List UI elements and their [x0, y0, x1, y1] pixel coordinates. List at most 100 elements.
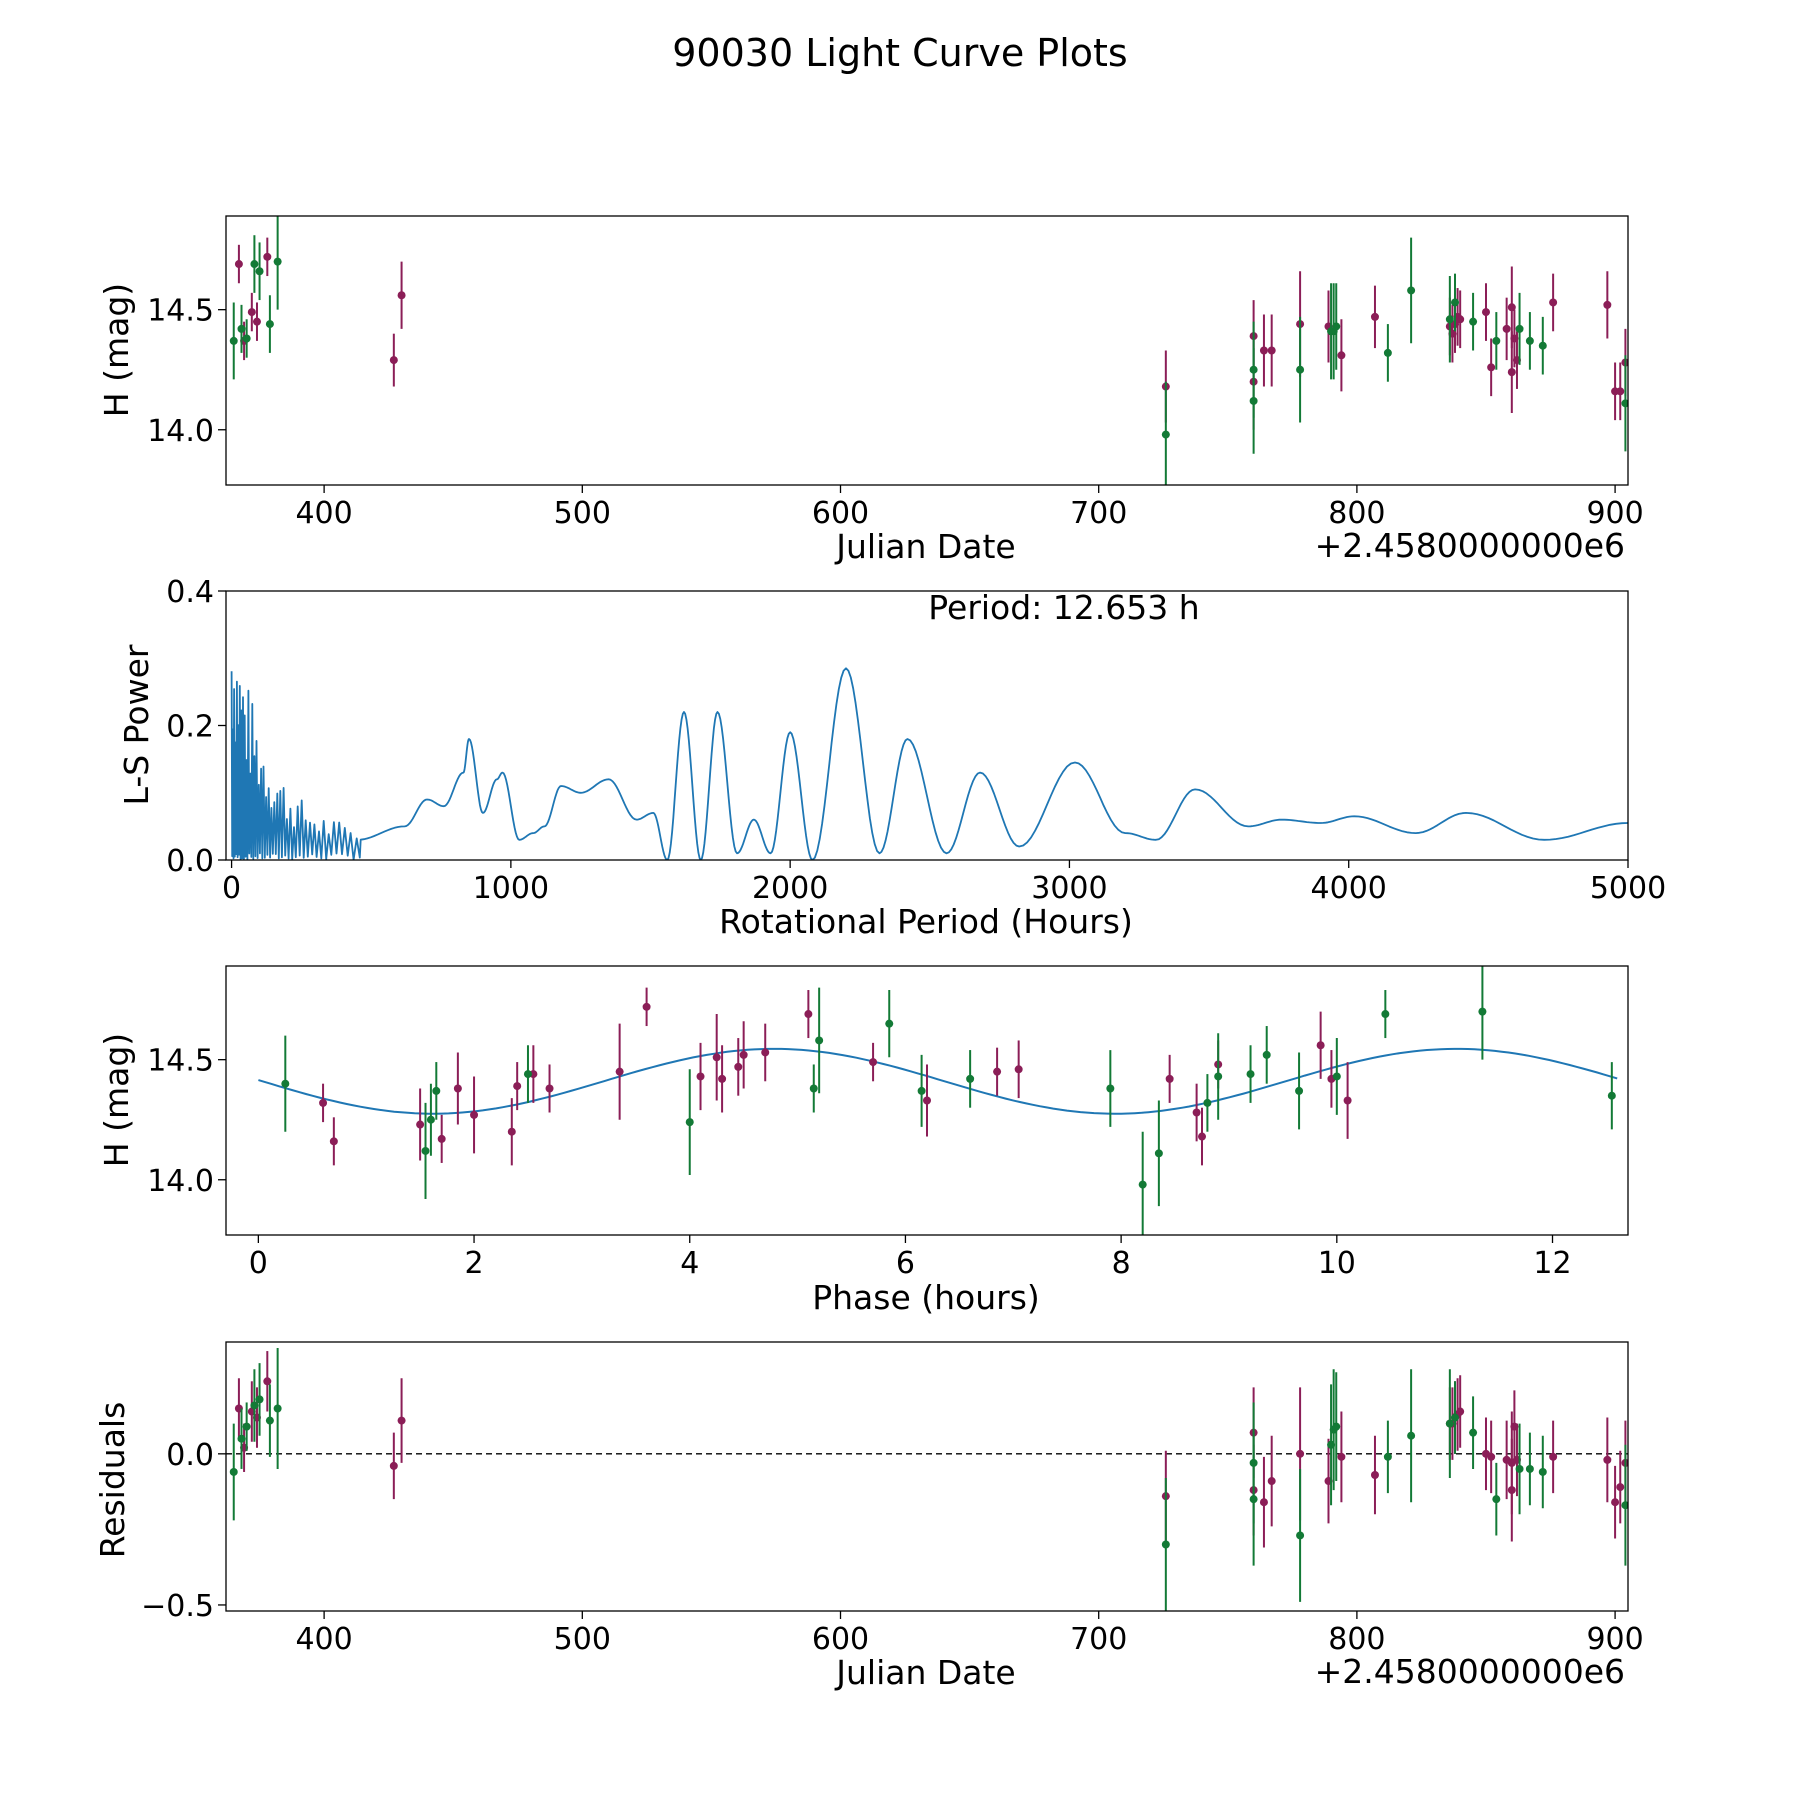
phased-data-point	[1262, 1050, 1271, 1059]
phased-data-point	[1165, 1074, 1174, 1083]
lightcurve-data-point	[1296, 365, 1305, 374]
phased-plot-area	[258, 966, 1618, 1235]
lightcurve-data-point	[1492, 336, 1501, 345]
lightcurve-ytick-label: 14.0	[147, 414, 214, 449]
periodogram-line	[230, 667, 1628, 860]
phased-data-point	[1203, 1098, 1212, 1107]
lightcurve-data-point	[1481, 308, 1490, 317]
phased-data-point	[1316, 1041, 1325, 1050]
lightcurve-xtick-label: 600	[812, 496, 869, 531]
residuals-data-point	[1538, 1467, 1547, 1476]
phased-axes-frame	[225, 965, 1629, 1236]
residuals-data-point	[1296, 1531, 1305, 1540]
lightcurve-data-point	[250, 260, 259, 269]
lightcurve-marks	[229, 216, 1628, 485]
lightcurve-xtick-label: 700	[1070, 496, 1127, 531]
residuals-xtick-label: 600	[812, 1622, 869, 1657]
periodogram-ticks: 0 1000 2000 3000 4000 5000 0.0 0.2 0.4	[166, 575, 1666, 906]
periodogram-plot-area	[230, 667, 1628, 860]
lightcurve-data-point	[1161, 430, 1170, 439]
residuals-data-point	[255, 1395, 264, 1404]
lightcurve-data-point	[234, 260, 243, 269]
phased-data-point	[1343, 1096, 1352, 1105]
phased-data-point	[281, 1079, 290, 1088]
phased-xtick-label: 2	[464, 1246, 483, 1281]
figure-title: 90030 Light Curve Plots	[672, 31, 1127, 75]
phased-xtick-label: 12	[1533, 1246, 1571, 1281]
phased-data-point	[1198, 1132, 1207, 1141]
residuals-data-point	[397, 1416, 406, 1425]
residuals-data-point	[1383, 1452, 1392, 1461]
lightcurve-data-point	[247, 308, 256, 317]
lightcurve-data-point	[1507, 303, 1516, 312]
residuals-data-point	[1249, 1495, 1258, 1504]
phased-data-point	[804, 1010, 813, 1019]
lightcurve-data-point	[389, 356, 398, 365]
phased-ytick-label: 14.0	[147, 1164, 214, 1199]
residuals-data-point	[237, 1434, 246, 1443]
residuals-xtick-label: 700	[1070, 1622, 1127, 1657]
phased-data-point	[718, 1074, 727, 1083]
residuals-marks	[226, 1348, 1628, 1611]
phased-data-point	[437, 1134, 446, 1143]
residuals-xtick-label: 400	[295, 1622, 352, 1657]
residuals-data-point	[265, 1416, 274, 1425]
lightcurve-data-point	[1332, 322, 1341, 331]
phased-xtick-label: 4	[680, 1246, 699, 1281]
lightcurve-data-point	[1603, 300, 1612, 309]
lightcurve-data-point	[1538, 341, 1547, 350]
periodogram-ytick-label: 0.4	[166, 575, 214, 610]
phased-data-point	[523, 1070, 532, 1079]
phased-data-point	[1607, 1091, 1616, 1100]
lightcurve-data-point	[1267, 346, 1276, 355]
phased-data-point	[1192, 1108, 1201, 1117]
lightcurve-data-point	[1383, 348, 1392, 357]
lightcurve-data-point	[1515, 324, 1524, 333]
phased-data-point	[1106, 1084, 1115, 1093]
residuals-ytick-label: −0.5	[141, 1589, 214, 1624]
phased-ylabel: H (mag)	[97, 1033, 136, 1167]
residuals-data-point	[1407, 1431, 1416, 1440]
lightcurve-data-point	[1549, 298, 1558, 307]
periodogram-xtick-label: 3000	[1031, 871, 1107, 906]
lightcurve-data-point	[1259, 346, 1268, 355]
residuals-data-point	[1611, 1498, 1620, 1507]
phased-data-point	[761, 1048, 770, 1057]
lightcurve-xtick-label: 400	[295, 496, 352, 531]
residuals-data-point	[1603, 1455, 1612, 1464]
residuals-data-point	[1161, 1540, 1170, 1549]
lightcurve-data-point	[1487, 363, 1496, 372]
residuals-axes-frame	[225, 1341, 1629, 1612]
lightcurve-data-point	[1621, 399, 1628, 408]
lightcurve-offset-label: +2.4580000000e6	[1315, 526, 1625, 565]
phased-data-point	[426, 1115, 435, 1124]
residuals-data-point	[1267, 1477, 1276, 1486]
phased-data-point	[712, 1053, 721, 1062]
residuals-data-point	[1469, 1428, 1478, 1437]
phased-xtick-label: 10	[1318, 1246, 1356, 1281]
phased-data-point	[470, 1110, 479, 1119]
phased-data-point	[885, 1019, 894, 1028]
residuals-data-point	[1451, 1413, 1460, 1422]
residuals-data-point	[1332, 1422, 1341, 1431]
periodogram-xtick-label: 1000	[473, 871, 549, 906]
residuals-plot-area	[226, 1348, 1628, 1611]
phased-marks	[258, 966, 1618, 1235]
lightcurve-data-point	[1456, 315, 1465, 324]
phased-data-point	[421, 1146, 430, 1155]
phased-ticks: 0 2 4 6 8 10 12 14.0 14.5	[147, 1044, 1571, 1281]
lightcurve-xtick-label: 500	[554, 496, 611, 531]
phased-data-point	[453, 1084, 462, 1093]
phased-data-point	[1246, 1070, 1255, 1079]
residuals-xlabel: Julian Date	[834, 1653, 1016, 1692]
periodogram-ylabel: L-S Power	[117, 644, 156, 805]
lightcurve-data-point	[255, 267, 264, 276]
lightcurve-data-point	[273, 257, 282, 266]
periodogram-ytick-label: 0.2	[166, 710, 214, 745]
phased-data-point	[1478, 1007, 1487, 1016]
phased-data-point	[432, 1086, 441, 1095]
lightcurve-axes-frame	[225, 215, 1629, 486]
residuals-data-point	[1456, 1407, 1465, 1416]
